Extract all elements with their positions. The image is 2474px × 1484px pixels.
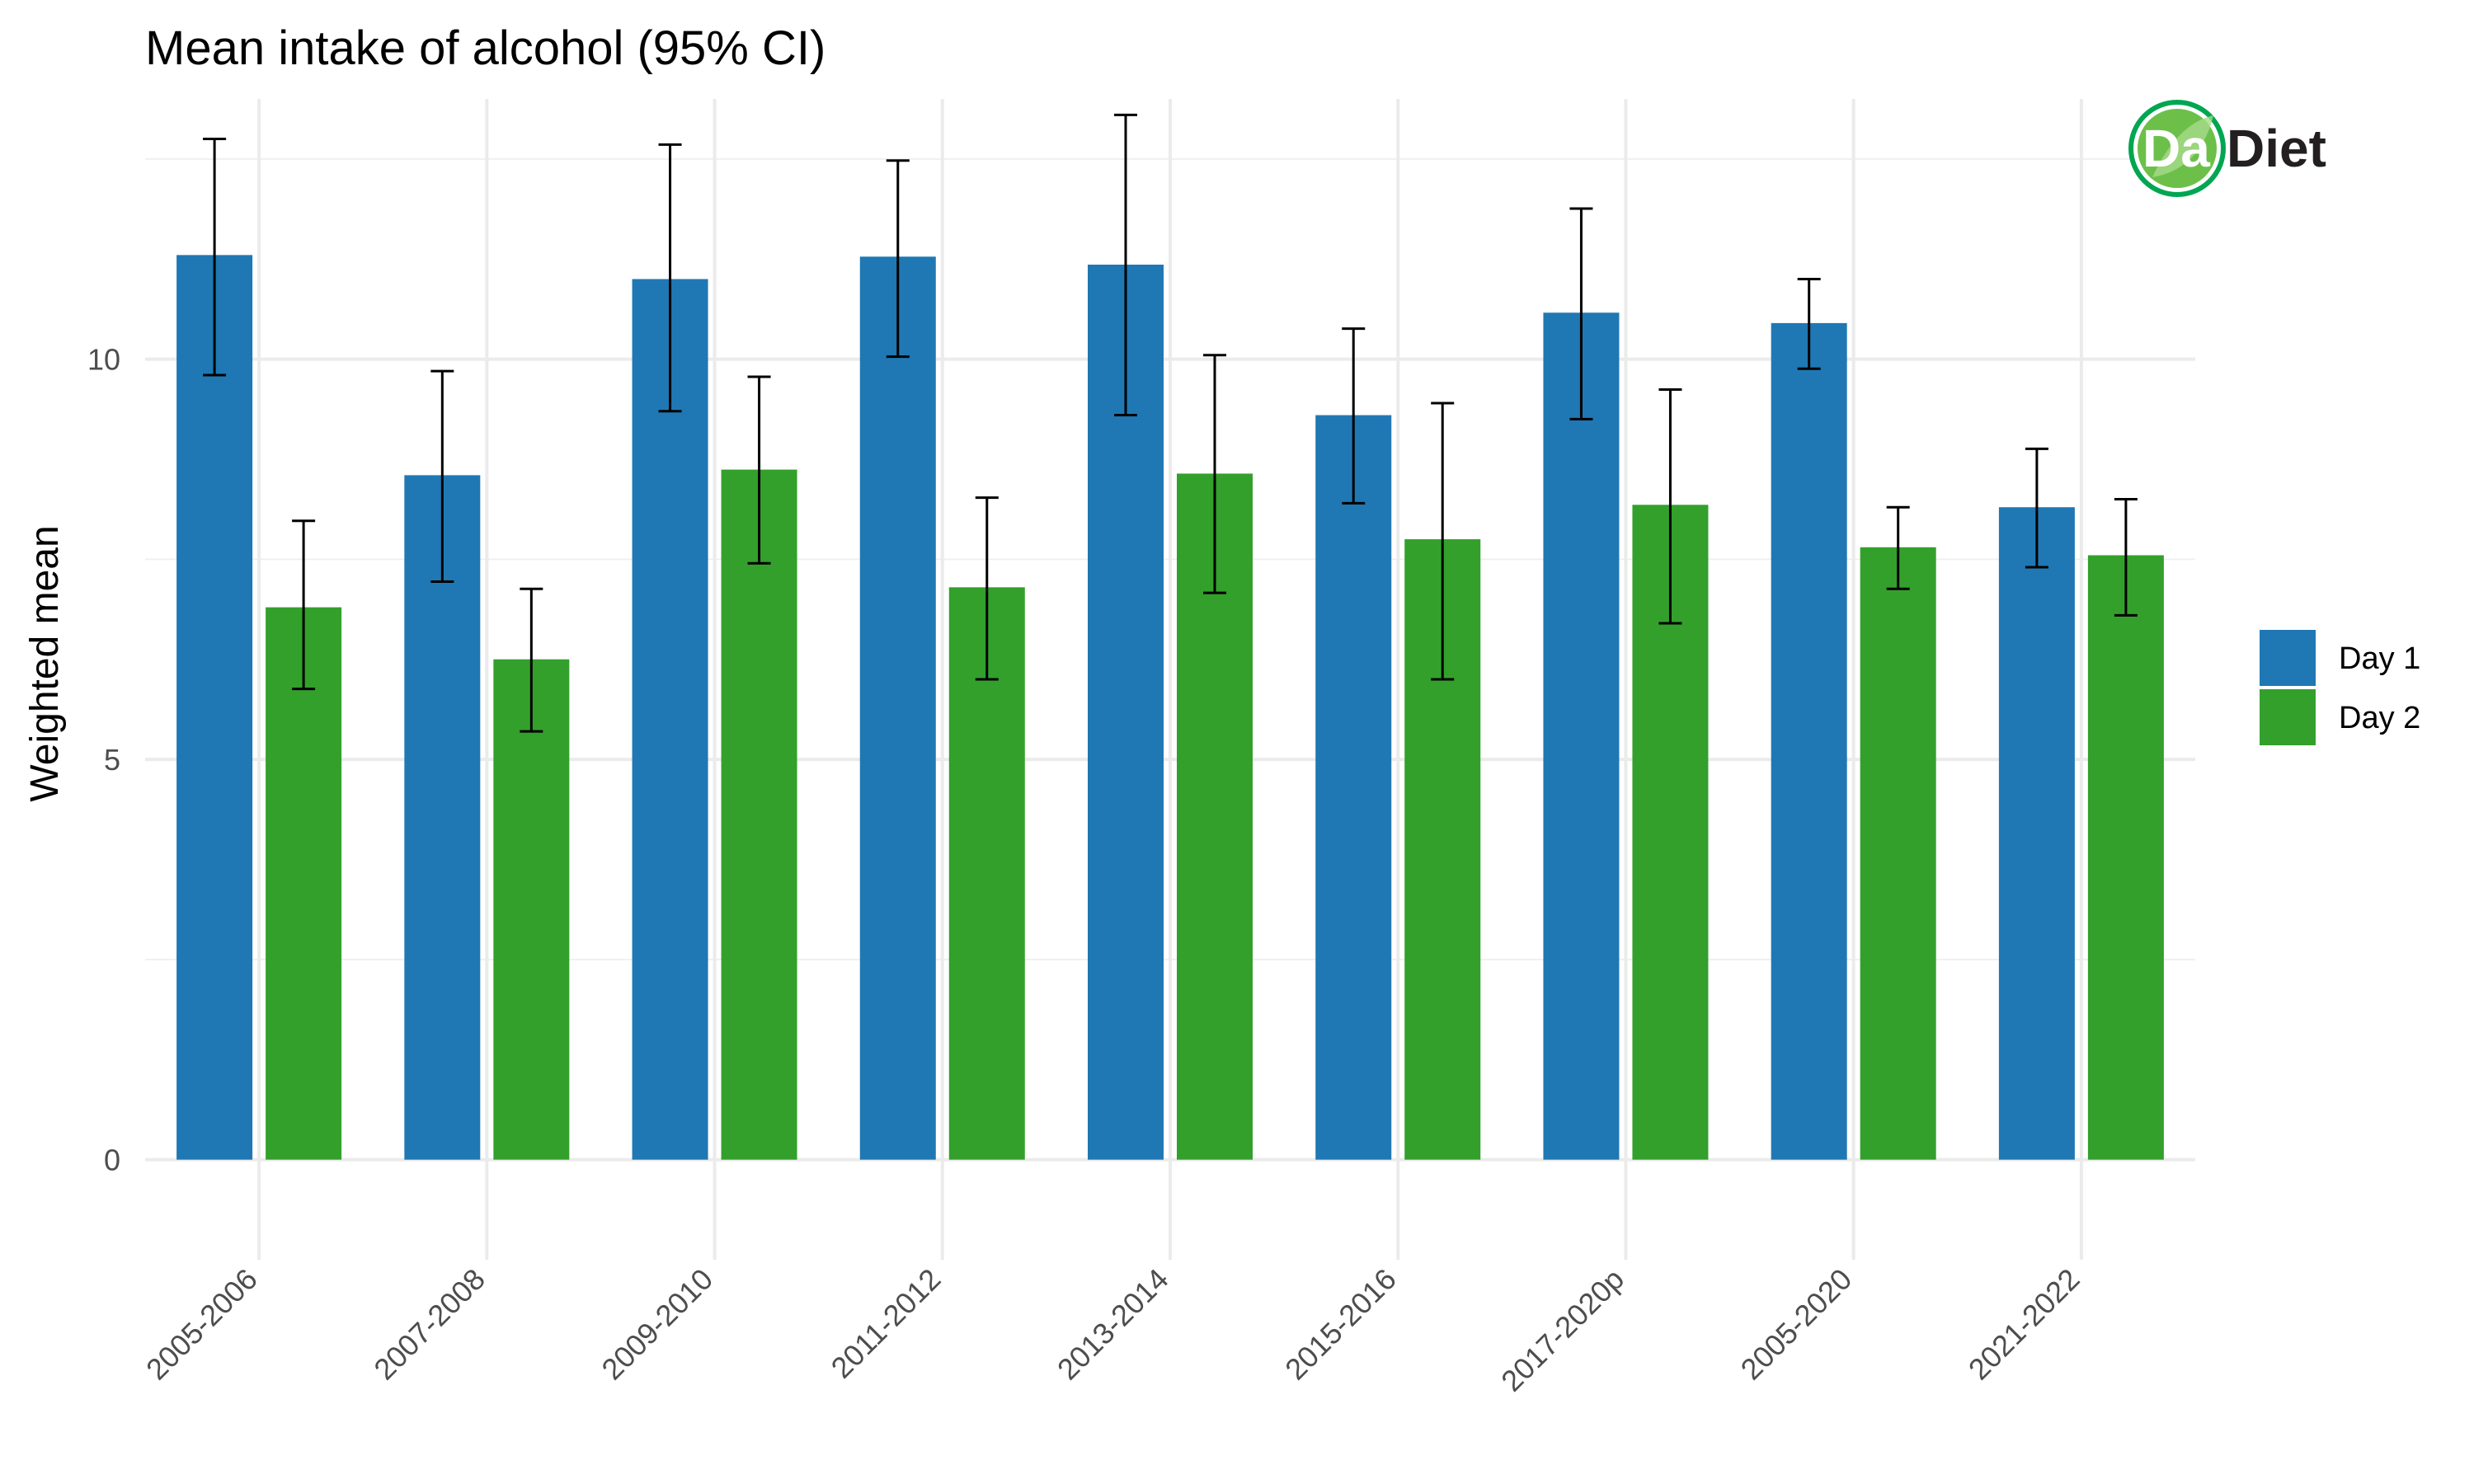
error-bar-day1-2015-2016 [1342,327,1366,505]
dadiet-logo: Da Diet [2128,100,2326,197]
bar-day1-2007-2008 [404,475,481,1160]
x-tick-label: 2007-2008 [367,1262,492,1387]
legend-key-day2 [2260,689,2316,745]
error-bar-day1-2013-2014 [1114,113,1137,417]
legend-label-day1: Day 1 [2339,641,2420,676]
x-axis-ticks: 2005-2006 2007-2008 2009-2010 2011-2012 2013… [139,1262,2086,1398]
x-tick-label: 2013-2014 [1051,1262,1175,1387]
y-axis-ticks: 0 5 10 [87,343,120,1177]
bar-day2-2021-2022 [2087,555,2164,1160]
error-bar-day1-2009-2010 [658,143,682,413]
x-tick-label: 2005-2020 [1734,1262,1859,1387]
bar-day1-2017-2020p [1543,312,1620,1160]
error-bar-day1-2005-2006 [203,138,227,377]
bar-day1-2005-2020 [1771,322,1847,1160]
error-bars [203,113,2138,733]
x-tick-label: 2015-2016 [1278,1262,1403,1387]
y-axis-title: Weighted mean [23,525,67,801]
error-bar-day2-2009-2010 [747,375,771,565]
x-tick-label: 2009-2010 [595,1262,719,1387]
plot-area [145,99,2195,1260]
bar-day1-2011-2012 [859,256,936,1160]
legend-key-day1 [2260,630,2316,686]
y-tick-label: 5 [104,743,120,777]
bars [176,255,2164,1160]
error-bar-day1-2011-2012 [886,159,910,359]
error-bar-day1-2005-2020 [1797,277,1821,370]
y-tick-label: 0 [104,1144,120,1177]
bar-day1-2009-2010 [632,279,708,1160]
error-bar-day2-2005-2006 [292,519,316,691]
bar-day1-2021-2022 [1998,507,2075,1160]
error-bar-day2-2017-2020p [1658,387,1682,625]
error-bar-day2-2005-2020 [1886,505,1910,590]
bar-day2-2007-2008 [493,659,570,1160]
x-tick-label: 2005-2006 [139,1262,264,1387]
error-bar-day1-2007-2008 [430,369,454,584]
error-bar-day2-2015-2016 [1431,402,1455,681]
logo-text-diet: Diet [2227,119,2326,178]
x-tick-label: 2011-2012 [825,1262,948,1385]
error-bar-day2-2007-2008 [520,587,543,733]
gridlines [145,99,2195,1260]
logo-text-da: Da [2142,119,2210,178]
logo-leaf-icon [2152,115,2213,177]
x-tick-label: 2021-2022 [1962,1262,2086,1387]
chart-title: Mean intake of alcohol (95% CI) [145,21,825,75]
bar-day2-2009-2010 [721,469,797,1160]
error-bar-day2-2011-2012 [975,496,999,681]
legend-label-day2: Day 2 [2339,701,2420,735]
x-tick-label: 2017-2020p [1494,1262,1630,1398]
bar-day1-2005-2006 [176,255,253,1160]
error-bar-day2-2013-2014 [1203,354,1226,594]
y-tick-label: 10 [87,343,120,377]
bar-day2-2005-2006 [266,607,342,1160]
bar-day2-2011-2012 [948,587,1025,1160]
error-bar-day1-2021-2022 [2025,447,2048,569]
error-bar-day1-2017-2020p [1569,207,1593,420]
legend: Day 1 Day 2 [2260,630,2420,745]
bar-day1-2015-2016 [1315,415,1392,1160]
bar-day2-2005-2020 [1860,547,1936,1160]
error-bar-day2-2021-2022 [2114,498,2138,617]
